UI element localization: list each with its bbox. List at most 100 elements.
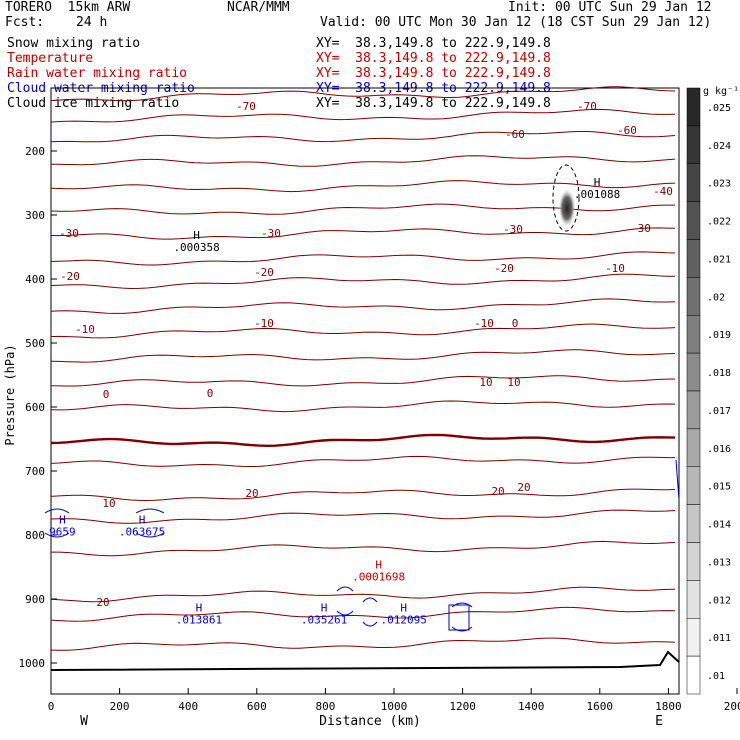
terrain-surface [50, 650, 680, 671]
temperature-contour [50, 298, 676, 314]
contour-label: -10 [605, 262, 625, 275]
contour-label: 20 [96, 596, 109, 609]
cloud-water-contour [362, 597, 378, 627]
colorbar-swatch [686, 239, 701, 278]
colorbar-tick-label: .025 [707, 103, 731, 114]
y-tick-label: 600 [25, 401, 45, 414]
colorbar-tick-label: .018 [707, 368, 731, 379]
contour-label: -30 [261, 227, 281, 240]
colorbar-swatch [686, 277, 701, 316]
colorbar-tick-label: .021 [707, 254, 731, 265]
colorbar-tick-label: .024 [707, 141, 731, 152]
temperature-contour [50, 375, 676, 387]
x-tick-label: 1600 [587, 700, 614, 713]
cloud-water-contour [451, 602, 473, 632]
colorbar-tick-label: .015 [707, 482, 731, 493]
y-tick-label: 200 [25, 145, 45, 158]
field-label-snow: Snow mixing ratio [7, 36, 141, 51]
field-xy-snow: XY= 38.3,149.8 to 222.9,149.8 [316, 36, 551, 51]
colorbar-swatch [686, 87, 701, 127]
y-tick-label: 500 [25, 337, 45, 350]
temperature-contour [50, 108, 676, 123]
colorbar-tick-label: .019 [707, 330, 731, 341]
west-label: W [80, 714, 88, 729]
moisture-features [44, 164, 680, 632]
contour-label: -20 [254, 266, 274, 279]
temperature-contour [50, 455, 675, 468]
temperature-contour [51, 540, 676, 557]
max-marker: H [193, 229, 200, 242]
x-tick-label: 600 [247, 700, 267, 713]
temperature-contour [50, 227, 676, 240]
contour-label: 10 [507, 376, 520, 389]
contour-label: -40 [653, 185, 673, 198]
field-xy-cloud-ice: XY= 38.3,149.8 to 222.9,149.8 [316, 96, 551, 111]
x-tick-label: 1200 [449, 700, 476, 713]
temperature-contour [50, 323, 676, 339]
y-axis-label: Pressure (hPa) [3, 344, 17, 445]
max-value: .000358 [173, 241, 219, 254]
y-axis: 200 300 400 500 600 700 800 900 1000 [19, 145, 57, 670]
x-tick-label: 1800 [655, 700, 682, 713]
x-axis: 0200400600800100012001400160018002000220… [48, 688, 740, 713]
x-tick-label: 0 [48, 700, 55, 713]
contour-label: -20 [60, 270, 80, 283]
contour-label: -70 [577, 100, 597, 113]
colorbar-swatch [686, 542, 701, 581]
y-tick-label: 300 [25, 209, 45, 222]
snow-maximum-shading [558, 188, 576, 228]
max-value: .063675 [119, 526, 165, 539]
colorbar-swatch [686, 466, 701, 505]
field-label-rain: Rain water mixing ratio [7, 66, 188, 81]
colorbar-swatch [686, 125, 701, 164]
x-tick-label: 800 [315, 700, 335, 713]
colorbar-tick-label: .01 [707, 671, 725, 682]
contour-label: -10 [474, 317, 494, 330]
contour-label: 10 [479, 376, 492, 389]
colorbar-swatch [686, 655, 701, 695]
max-marker: H [375, 559, 382, 572]
cloud-water-contour [135, 508, 165, 538]
colorbar-tick-label: .016 [707, 444, 731, 455]
max-value: .001088 [574, 188, 620, 201]
contour-label: 20 [245, 487, 258, 500]
temperature-contour [50, 606, 676, 622]
temperature-contour [50, 203, 675, 215]
max-value: .0001698 [352, 571, 405, 584]
east-label: E [655, 714, 663, 729]
colorbar-tick-label: .011 [707, 633, 731, 644]
init-time: Init: 00 UTC Sun 29 Jan 12 [508, 0, 712, 15]
colorbar-swatch [686, 618, 701, 657]
colorbar-tick-label: .02 [707, 292, 725, 303]
temperature-contour [50, 400, 676, 413]
temperature-contour [50, 488, 676, 502]
colorbar-swatch [686, 201, 701, 240]
cloud-water-contour [675, 459, 680, 501]
cloud-water-contour [448, 604, 470, 631]
maxima-markers: H.001088H.000358H.063675H.0001698H.01386… [49, 176, 620, 627]
temperature-contour [50, 586, 676, 603]
contour-label: -10 [75, 323, 95, 336]
contour-label: -70 [236, 100, 256, 113]
x-axis-label: Distance (km) [319, 714, 421, 729]
x-tick-label: 1400 [518, 700, 545, 713]
field-label-cloud-ice: Cloud ice mixing ratio [7, 96, 180, 111]
colorbar-tick-label: .023 [707, 179, 731, 190]
contour-label: -60 [505, 128, 525, 141]
max-marker: H [139, 514, 146, 527]
contour-label: -60 [617, 124, 637, 137]
contour-label: 20 [517, 481, 530, 494]
x-tick-label: 400 [178, 700, 198, 713]
y-tick-label: 1000 [19, 657, 46, 670]
contour-label: 0 [207, 387, 214, 400]
temperature-contour [50, 349, 676, 363]
temperature-contour [50, 273, 675, 290]
organization: NCAR/MMM [227, 0, 290, 15]
contour-label: -30 [59, 227, 79, 240]
contour-zero-line [50, 433, 676, 448]
max-value: 9659 [49, 526, 76, 539]
temperature-contour [50, 180, 676, 193]
temperature-contour [50, 131, 676, 143]
snow-contour [552, 164, 580, 232]
